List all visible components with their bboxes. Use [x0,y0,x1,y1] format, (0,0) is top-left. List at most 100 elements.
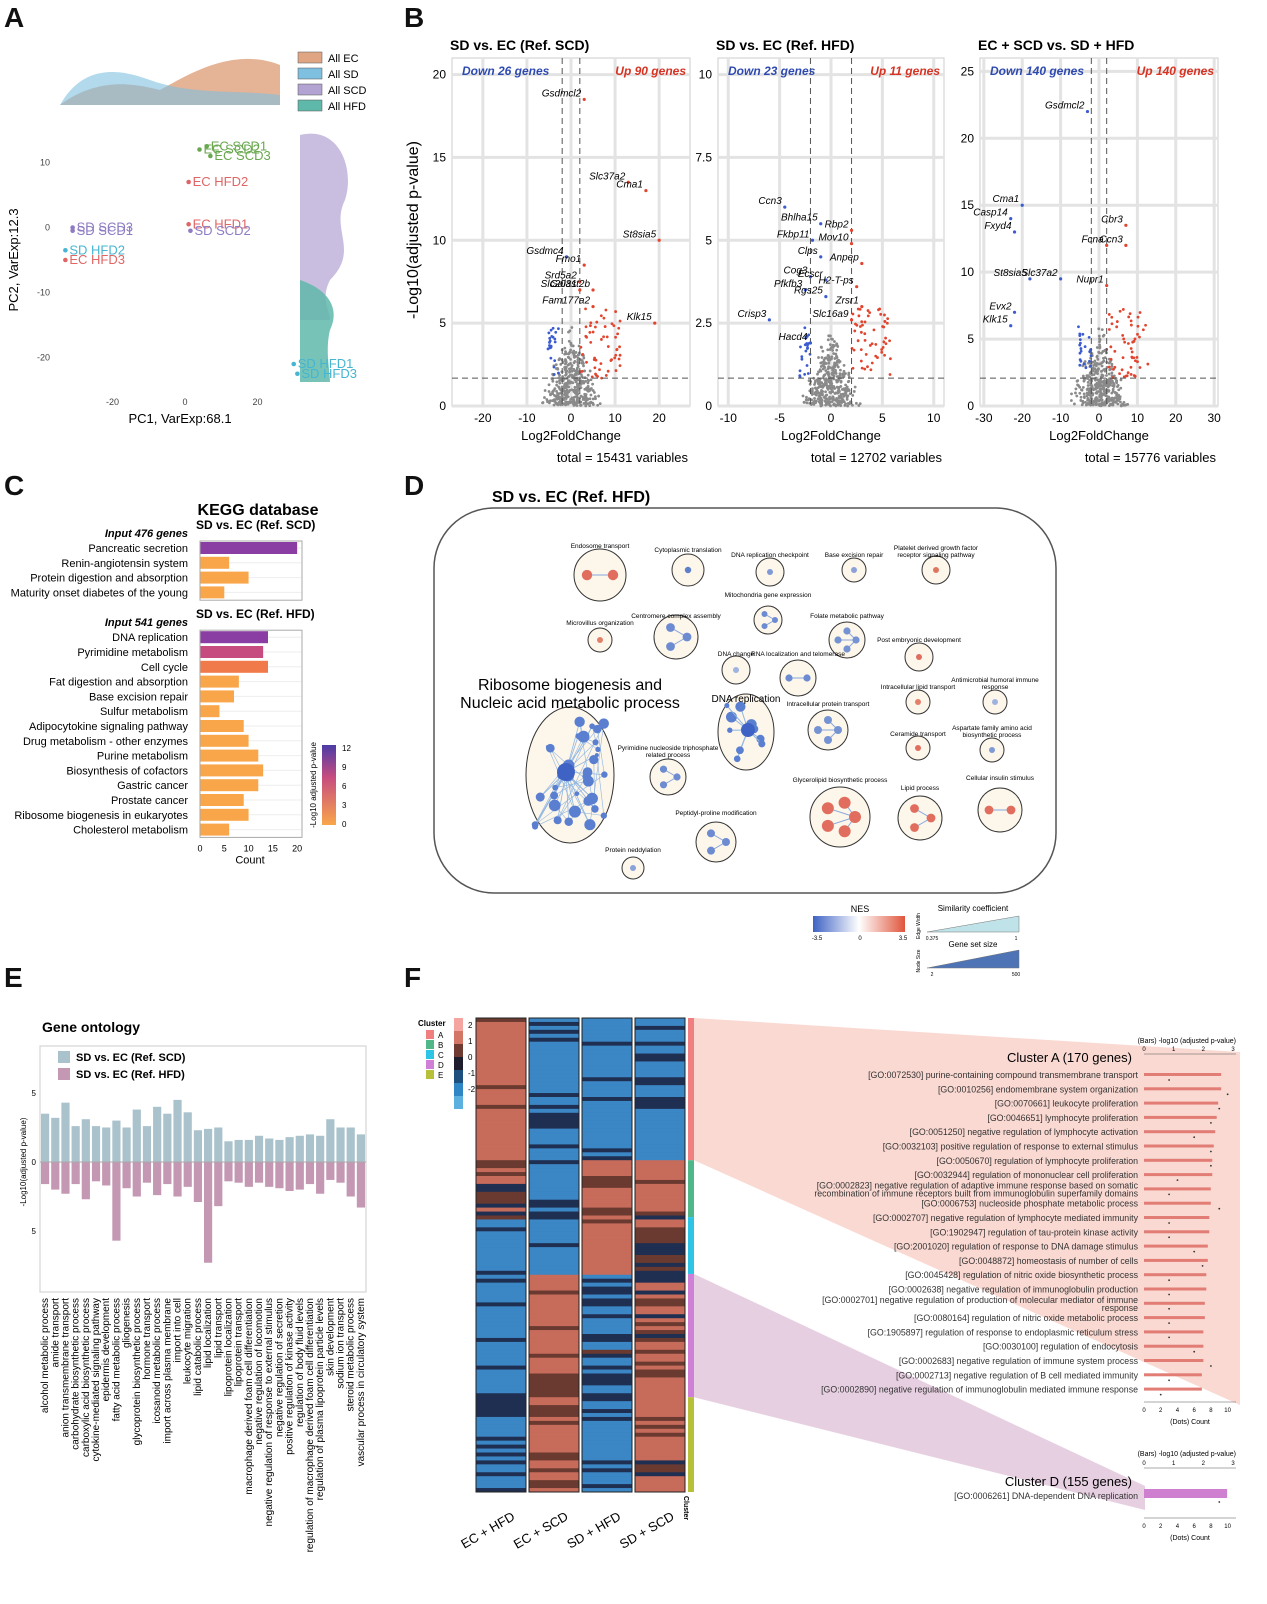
gene-set-node [568,805,581,818]
go-category-label: fatty acid metabolic process [111,1298,122,1421]
up-point [861,323,864,327]
heatmap-cell [476,1270,526,1276]
heatmap-cell [635,1140,685,1145]
go-bar-hfd [305,1162,315,1185]
scale-swatch [454,1018,463,1031]
cluster-boundary [753,605,783,635]
nonsig-point [579,394,583,398]
gene-label: Klk15 [627,312,652,323]
nonsig-point [858,402,862,406]
heatmap-cell [635,1069,685,1074]
nonsig-point [1110,380,1114,384]
up-point [584,334,588,338]
heatmap-cell [476,1314,526,1319]
heatmap-cell [635,1353,685,1359]
heatmap-cell [529,1389,579,1394]
heatmap-cell [582,1448,632,1453]
kegg-bar [200,808,249,821]
nonsig-point [576,360,580,364]
nonsig-point [580,381,584,384]
heatmap-cell [635,1416,685,1422]
nonsig-point [1107,372,1111,376]
heatmap-cell [582,1385,632,1390]
heatmap-column [635,1018,685,1493]
go-category-label: sodium ion transport [336,1298,347,1389]
heatmap-cell [582,1164,632,1169]
heatmap-cell [582,1215,632,1220]
y-tick: 15 [433,150,447,164]
cluster-swatch-label: A [438,1031,444,1040]
down-point [1081,332,1085,336]
up-point [610,322,614,326]
nonsig-point [597,394,600,398]
nonsig-point [819,404,823,408]
heatmap-cell [582,1108,632,1114]
bottom-tick: 8 [1209,1408,1213,1414]
heatmap-cell [476,1223,526,1228]
gene-set-node [915,699,921,705]
up-count: Up 11 genes [870,64,940,78]
nonsig-point [594,397,597,401]
gene-point [783,205,787,209]
down-point [557,327,560,331]
nonsig-point [1092,373,1096,377]
hub-node [741,723,755,737]
kegg-bar [200,779,259,792]
up-point [610,358,614,362]
heatmap-cell [476,1456,526,1461]
nonsig-point [839,392,843,396]
nonsig-point [555,383,559,387]
colorbar-tick: 12 [342,744,351,753]
nonsig-point [569,348,572,352]
term-bar [1144,1130,1216,1134]
heatmap-cell [635,1361,685,1367]
gene-label: Fcna [1081,234,1104,245]
down-point [1079,359,1083,363]
up-point [864,352,868,356]
kegg-term: Purine metabolism [97,751,188,763]
heatmap-cell [476,1298,526,1303]
heatmap-cell [582,1025,632,1031]
down-point [549,356,553,360]
nonsig-point [820,346,823,349]
up-point [605,335,609,339]
heatmap-cell [476,1176,526,1181]
cluster-label: related process [646,752,691,759]
heatmap-cell [582,1140,632,1145]
nonsig-point [582,364,585,368]
heatmap-cell [582,1326,632,1331]
edge [591,726,599,750]
up-point [858,307,862,311]
heatmap-cell [476,1381,526,1386]
heatmap-cell [635,1116,685,1122]
cluster-a-wedge [694,1018,1240,1405]
nonsig-point [1116,394,1120,398]
heatmap-cell [635,1302,685,1307]
dots-axis-title: (Dots) Count [1170,1419,1210,1426]
legend-label: All SCD [328,85,367,97]
up-point [860,366,864,370]
heatmap-cell [476,1029,526,1035]
gene-point [849,242,854,246]
edge [550,748,591,825]
nonsig-point [558,381,562,385]
bars-axis-title: (Bars) -log10 (adjusted p-value) [1138,1038,1236,1045]
heatmap-cell [635,1373,685,1378]
go-term-label: [GO:0032103] positive regulation of resp… [883,1142,1139,1152]
gene-label: Evx2 [989,301,1012,312]
cluster-label: Antimicrobial humoral immune [951,677,1039,684]
heatmap-cell [582,1286,632,1292]
heatmap-cell [529,1203,579,1209]
gene-set-node [758,740,766,748]
go-category-label: regulation of body fluid levels [295,1298,306,1427]
up-point [593,366,597,370]
up-point [1138,335,1141,339]
heatmap-cell [582,1345,632,1351]
heatmap-cell [476,1440,526,1446]
heatmap-cell [635,1164,685,1169]
heatmap-cell [635,1365,685,1371]
gene-set-node [724,703,730,709]
heatmap-cell [476,1191,526,1197]
up-point [603,325,607,328]
nonsig-point [564,400,568,404]
